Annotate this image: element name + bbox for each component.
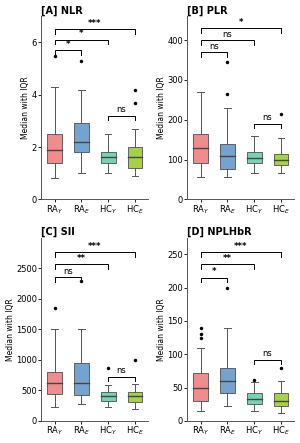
Y-axis label: Median with IQR: Median with IQR xyxy=(6,298,15,361)
Text: [A] NLR: [A] NLR xyxy=(41,6,83,16)
Bar xyxy=(220,368,235,393)
Bar xyxy=(274,154,288,166)
Bar xyxy=(247,152,262,163)
Bar xyxy=(220,144,235,170)
Y-axis label: Median with IQR: Median with IQR xyxy=(157,298,166,361)
Text: ns: ns xyxy=(117,105,126,114)
Bar xyxy=(74,363,89,395)
Text: [D] NPLHbR: [D] NPLHbR xyxy=(187,227,252,237)
Bar xyxy=(193,134,208,163)
Text: *: * xyxy=(66,40,70,49)
Text: *: * xyxy=(79,30,84,39)
Bar xyxy=(247,393,262,404)
Bar xyxy=(101,152,116,163)
Text: ns: ns xyxy=(209,42,219,51)
Bar xyxy=(101,392,116,400)
Text: ***: *** xyxy=(88,242,101,251)
Text: ns: ns xyxy=(117,366,126,376)
Y-axis label: Median with IQR: Median with IQR xyxy=(21,77,30,139)
Bar xyxy=(128,147,142,168)
Text: ns: ns xyxy=(63,267,73,276)
Text: *: * xyxy=(212,268,216,276)
Text: ***: *** xyxy=(234,242,247,251)
Bar xyxy=(47,134,62,163)
Bar xyxy=(274,393,288,406)
Text: ns: ns xyxy=(263,113,272,122)
Text: ***: *** xyxy=(88,19,101,28)
Text: **: ** xyxy=(77,254,86,263)
Bar xyxy=(74,124,89,152)
Text: [C] SII: [C] SII xyxy=(41,227,75,237)
Bar xyxy=(128,392,142,402)
Text: *: * xyxy=(238,18,243,27)
Text: **: ** xyxy=(223,254,232,263)
Bar xyxy=(193,373,208,401)
Y-axis label: Median with IQR: Median with IQR xyxy=(157,77,166,139)
Text: ns: ns xyxy=(263,349,272,358)
Text: [B] PLR: [B] PLR xyxy=(187,6,228,16)
Text: ns: ns xyxy=(223,30,232,39)
Bar xyxy=(47,372,62,394)
